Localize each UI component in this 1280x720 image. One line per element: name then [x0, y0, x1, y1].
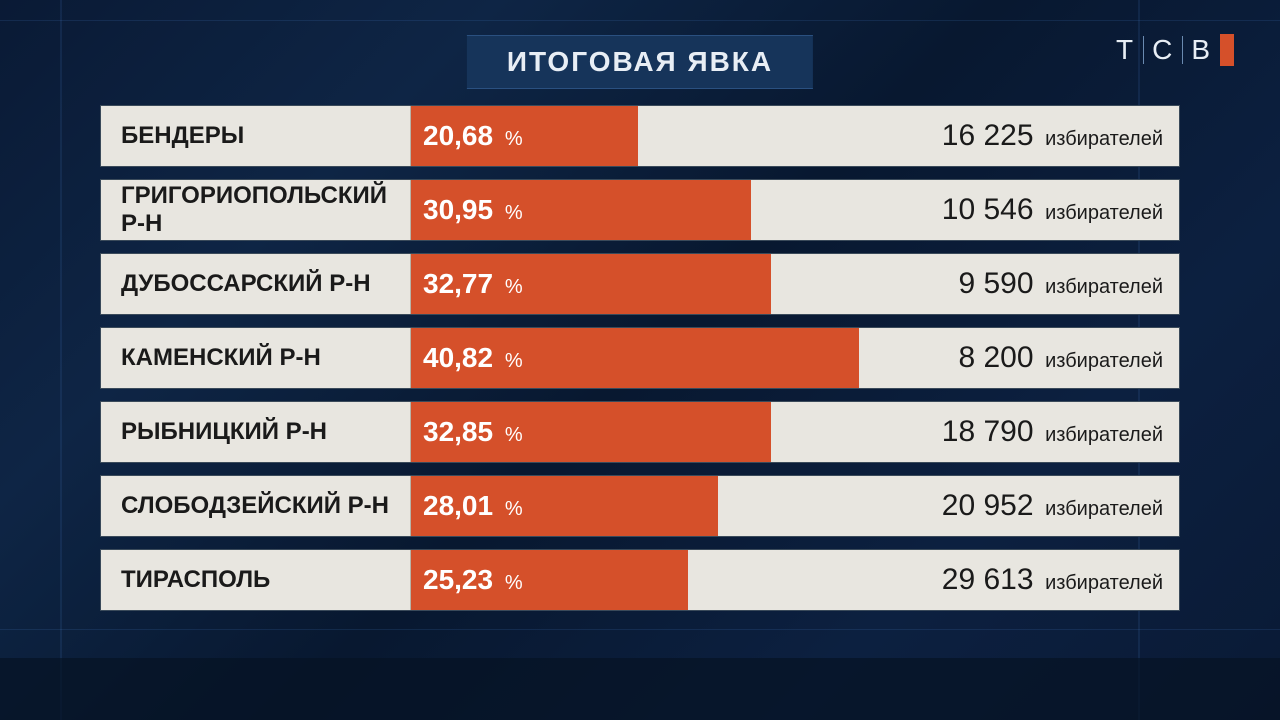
bar-area: 20,68 % 16 225 избирателей — [411, 106, 1179, 166]
turnout-percent: 30,95 % — [423, 194, 523, 226]
voters-count: 18 790 избирателей — [942, 415, 1163, 449]
region-name: СЛОБОДЗЕЙСКИЙ Р-Н — [101, 476, 411, 536]
voters-count: 10 546 избирателей — [942, 193, 1163, 227]
voters-count: 9 590 избирателей — [958, 267, 1163, 301]
turnout-percent: 32,85 % — [423, 416, 523, 448]
bar-area: 40,82 % 8 200 избирателей — [411, 328, 1179, 388]
table-row: ДУБОССАРСКИЙ Р-Н 32,77 % 9 590 избирателей — [100, 253, 1180, 315]
logo-letter: Т — [1116, 34, 1135, 66]
region-name: КАМЕНСКИЙ Р-Н — [101, 328, 411, 388]
turnout-percent: 40,82 % — [423, 342, 523, 374]
region-name: РЫБНИЦКИЙ Р-Н — [101, 402, 411, 462]
table-row: СЛОБОДЗЕЙСКИЙ Р-Н 28,01 % 20 952 избирател… — [100, 475, 1180, 537]
logo-letter: В — [1191, 34, 1212, 66]
table-row: БЕНДЕРЫ 20,68 % 16 225 избирателей — [100, 105, 1180, 167]
bar-area: 28,01 % 20 952 избирателей — [411, 476, 1179, 536]
logo-divider — [1182, 36, 1183, 64]
region-name: ДУБОССАРСКИЙ Р-Н — [101, 254, 411, 314]
page-title: ИТОГОВАЯ ЯВКА — [467, 35, 813, 89]
turnout-table: БЕНДЕРЫ 20,68 % 16 225 избирателей ГРИГОРИО… — [100, 105, 1180, 623]
table-row: КАМЕНСКИЙ Р-Н 40,82 % 8 200 избирателей — [100, 327, 1180, 389]
voters-count: 20 952 избирателей — [942, 489, 1163, 523]
region-name: ГРИГОРИОПОЛЬСКИЙ Р-Н — [101, 180, 411, 240]
voters-count: 8 200 избирателей — [958, 341, 1163, 375]
turnout-percent: 28,01 % — [423, 490, 523, 522]
voters-count: 16 225 избирателей — [942, 119, 1163, 153]
table-row: ГРИГОРИОПОЛЬСКИЙ Р-Н 30,95 % 10 546 избира… — [100, 179, 1180, 241]
bar-area: 32,77 % 9 590 избирателей — [411, 254, 1179, 314]
bar-area: 25,23 % 29 613 избирателей — [411, 550, 1179, 610]
logo-divider — [1143, 36, 1144, 64]
turnout-percent: 25,23 % — [423, 564, 523, 596]
region-name: БЕНДЕРЫ — [101, 106, 411, 166]
voters-count: 29 613 избирателей — [942, 563, 1163, 597]
logo-accent — [1220, 34, 1234, 66]
table-row: РЫБНИЦКИЙ Р-Н 32,85 % 18 790 избирателей — [100, 401, 1180, 463]
turnout-percent: 32,77 % — [423, 268, 523, 300]
lower-third-stripe — [0, 658, 1280, 720]
channel-logo: Т С В — [1116, 34, 1234, 66]
region-name: ТИРАСПОЛЬ — [101, 550, 411, 610]
logo-letter: С — [1152, 34, 1174, 66]
table-row: ТИРАСПОЛЬ 25,23 % 29 613 избирателей — [100, 549, 1180, 611]
bar-area: 30,95 % 10 546 избирателей — [411, 180, 1179, 240]
bar-area: 32,85 % 18 790 избирателей — [411, 402, 1179, 462]
turnout-percent: 20,68 % — [423, 120, 523, 152]
